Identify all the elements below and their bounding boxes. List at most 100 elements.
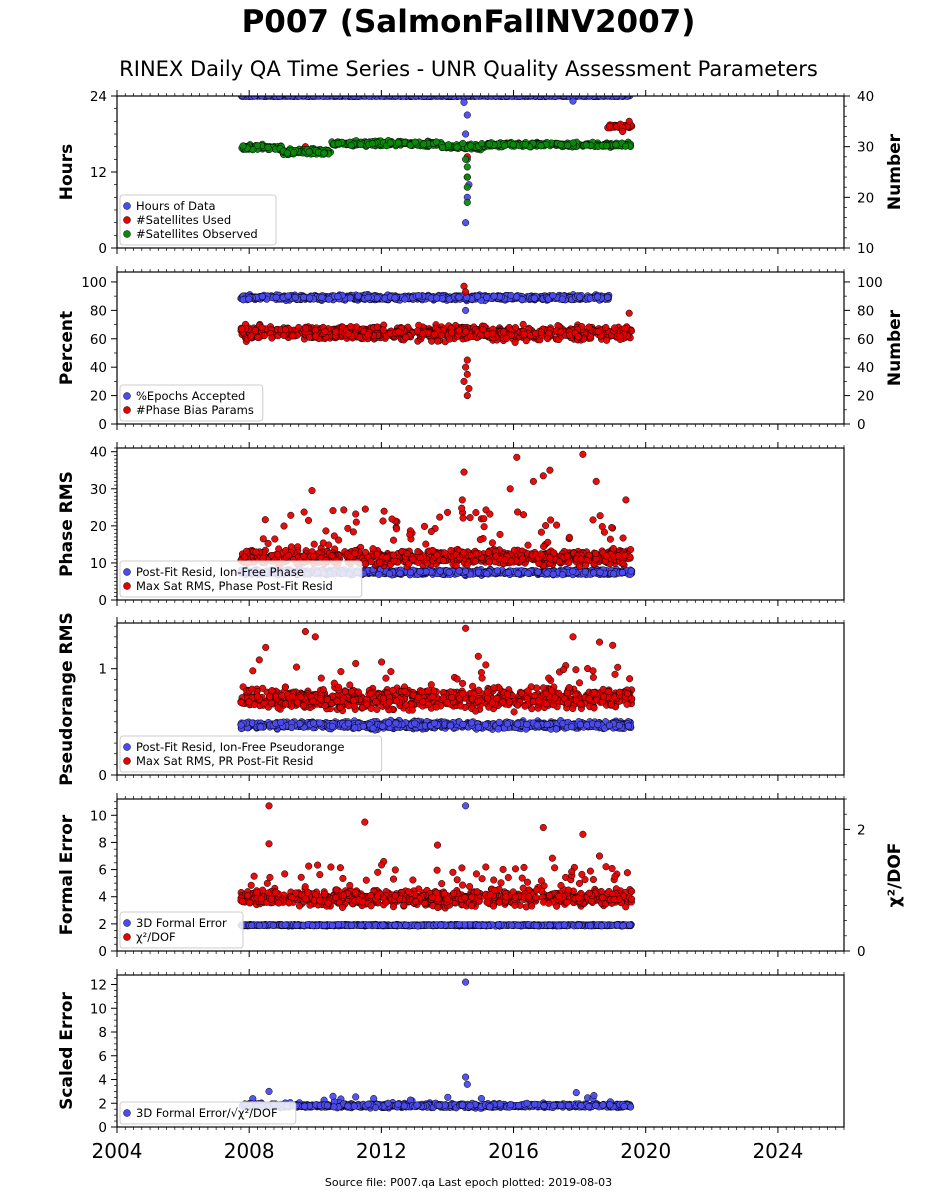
data-point <box>254 333 262 342</box>
legend-marker <box>123 406 131 414</box>
data-point <box>389 536 398 544</box>
data-point <box>392 96 400 100</box>
data-point <box>585 323 593 331</box>
data-point <box>462 363 470 371</box>
data-point <box>437 331 445 339</box>
data-point <box>500 328 508 336</box>
data-point <box>445 568 453 576</box>
legend-box <box>119 384 264 422</box>
data-point <box>463 356 471 364</box>
data-point <box>467 142 475 150</box>
data-point <box>490 292 498 300</box>
plot-area-hours <box>238 96 636 227</box>
data-point <box>272 293 280 302</box>
data-point <box>564 141 572 149</box>
data-point <box>420 522 429 530</box>
data-point <box>306 333 314 341</box>
data-point <box>617 96 626 100</box>
legend-label: #Satellites Used <box>136 213 231 227</box>
data-point <box>594 328 602 336</box>
data-point <box>442 96 450 100</box>
data-point <box>412 96 420 100</box>
data-point <box>586 333 594 341</box>
data-point <box>531 330 540 338</box>
data-point <box>527 96 535 100</box>
data-point <box>625 309 633 317</box>
data-point <box>581 568 589 576</box>
legend-marker <box>123 216 131 224</box>
y-tick-label: 12 <box>90 165 107 181</box>
legend-marker <box>123 230 131 238</box>
data-point <box>465 384 473 393</box>
data-point <box>347 323 355 331</box>
y-tick-label: 20 <box>90 389 107 405</box>
data-point <box>544 335 552 343</box>
y2-tick-label: 40 <box>857 360 874 376</box>
data-point <box>460 98 468 106</box>
data-point <box>332 96 340 100</box>
data-point <box>606 535 614 543</box>
data-point <box>318 293 326 301</box>
series-hours-of-data <box>238 96 634 227</box>
data-point <box>380 507 388 515</box>
data-point <box>361 505 369 513</box>
data-point <box>480 515 488 523</box>
data-point <box>514 570 522 578</box>
data-point <box>455 326 463 334</box>
data-point <box>357 140 365 149</box>
y-tick-label: 40 <box>90 360 107 376</box>
data-point <box>422 540 430 548</box>
data-point <box>346 294 354 302</box>
y2-axis-label: Number <box>885 309 905 386</box>
data-point <box>462 219 470 227</box>
legend-box <box>119 194 277 246</box>
data-point <box>596 568 604 576</box>
data-point <box>467 333 475 341</box>
data-point <box>344 330 353 338</box>
data-point <box>406 531 414 539</box>
data-point <box>350 96 358 100</box>
data-point <box>258 292 266 301</box>
y-tick-label: 100 <box>81 275 107 291</box>
data-point <box>504 568 512 576</box>
data-point <box>455 293 463 301</box>
data-point <box>394 139 402 147</box>
data-point <box>253 142 261 150</box>
data-point <box>325 295 333 303</box>
data-point <box>576 293 584 301</box>
data-point <box>604 293 612 301</box>
data-point <box>290 148 298 156</box>
data-point <box>511 338 519 346</box>
data-point <box>625 117 633 125</box>
data-point <box>428 337 436 345</box>
data-point <box>444 141 453 149</box>
data-point <box>488 539 496 547</box>
data-point <box>478 140 486 148</box>
data-point <box>438 143 447 152</box>
data-point <box>463 111 471 119</box>
x-axis-hours <box>116 90 845 254</box>
data-point <box>332 328 340 336</box>
data-point <box>375 570 383 578</box>
data-point <box>603 142 611 150</box>
y-tick-label: 60 <box>90 332 107 348</box>
data-point <box>321 327 329 335</box>
legend-percent: %Epochs Accepted#Phase Bias Params <box>119 384 264 422</box>
data-point <box>334 292 342 301</box>
data-point <box>603 336 611 344</box>
series-max-sat-rms-phase-post-fit-resid <box>237 450 635 570</box>
data-point <box>281 326 289 334</box>
data-point <box>488 330 497 338</box>
data-point <box>391 294 399 302</box>
data-point <box>463 370 471 378</box>
y-axis-label: Hours <box>57 144 77 201</box>
data-point <box>480 523 488 531</box>
data-point <box>604 96 612 100</box>
data-point <box>509 141 517 149</box>
y-tick-label: 80 <box>90 303 107 319</box>
data-point <box>585 96 593 100</box>
data-point <box>364 294 372 302</box>
data-point <box>402 334 410 342</box>
data-point <box>300 293 308 301</box>
